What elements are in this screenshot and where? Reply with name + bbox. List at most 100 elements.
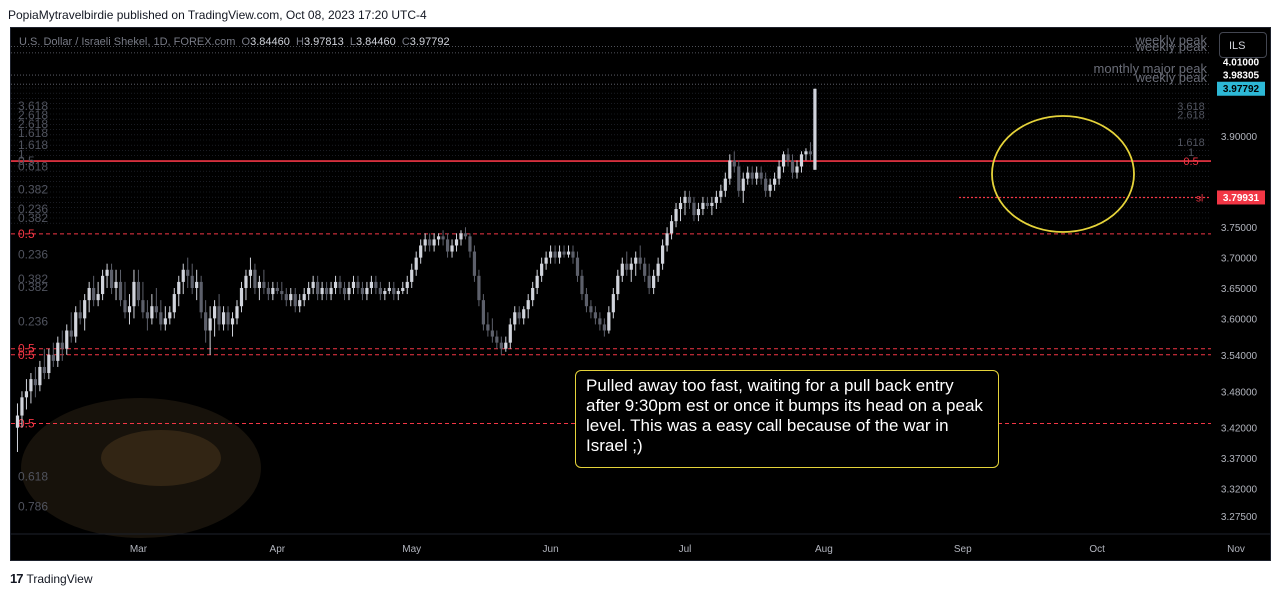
background-image-shape <box>101 430 221 486</box>
chart-panel[interactable]: weekly peak weekly peak monthly major peak… <box>10 27 1271 561</box>
candle-body <box>616 275 620 295</box>
candle-body <box>132 281 136 307</box>
candle-body <box>356 281 360 288</box>
candle-body <box>607 312 611 331</box>
candle-body <box>145 312 149 319</box>
price-tick-label: 3.32000 <box>1221 484 1258 495</box>
candle-body <box>154 306 158 313</box>
peak-level-label: weekly peak <box>1134 39 1207 54</box>
candle-body <box>634 257 638 264</box>
price-tick-label: 3.65000 <box>1221 284 1258 295</box>
time-tick-label: Sep <box>954 544 972 555</box>
time-tick-label: Jul <box>679 544 692 555</box>
candle-body <box>199 281 203 313</box>
fib-level-label: 0.618 <box>18 159 48 173</box>
high-value: 3.97813 <box>303 36 344 48</box>
candle-body <box>329 287 333 295</box>
candle-body <box>253 269 257 288</box>
candle-body <box>620 263 624 276</box>
candle-body <box>230 318 235 325</box>
candle-body <box>20 397 24 416</box>
candle-body <box>746 172 750 179</box>
candle-body <box>773 178 777 185</box>
candle-body <box>235 306 239 319</box>
currency-button[interactable]: ILS <box>1219 32 1267 58</box>
candle-body <box>737 166 741 191</box>
candle-body <box>333 281 338 288</box>
candle-body <box>495 336 499 343</box>
candle-body <box>477 275 481 301</box>
candle-body <box>208 318 212 331</box>
candle-body <box>69 330 73 337</box>
fib-level-label: 1.618 <box>18 126 48 140</box>
candle-body <box>271 287 275 295</box>
candle-body <box>450 245 454 252</box>
candle-body <box>374 281 378 288</box>
candle-body <box>24 391 29 398</box>
candle-body <box>87 287 91 301</box>
candle-body <box>410 269 414 282</box>
candle-body <box>239 287 244 307</box>
candle-body <box>643 263 647 276</box>
candle-body <box>141 300 145 313</box>
candle-body <box>428 239 432 246</box>
candle-body <box>540 263 544 276</box>
candle-body <box>190 275 194 288</box>
candle-body <box>665 233 669 246</box>
candle-body <box>105 269 109 276</box>
candle-body <box>150 306 154 319</box>
candle-body <box>213 306 217 319</box>
candle-body <box>96 294 100 301</box>
candle-body <box>459 233 463 240</box>
candle-body <box>168 312 172 319</box>
fib-level-label: 0.5 <box>18 348 35 362</box>
candle-body <box>687 196 692 203</box>
candle-body <box>181 269 185 282</box>
price-label-text: 3.98305 <box>1223 71 1260 82</box>
candle-body <box>656 263 660 276</box>
candle-body <box>275 287 279 292</box>
candle-body <box>755 172 759 179</box>
candle-body <box>661 245 665 264</box>
price-tick-label: 3.48000 <box>1221 387 1258 398</box>
candle-body <box>674 209 678 222</box>
candle-body <box>342 287 347 295</box>
candle-body <box>786 154 790 161</box>
candle-body <box>777 166 781 179</box>
candle-body <box>29 379 33 392</box>
candle-body <box>127 306 132 313</box>
candle-body <box>768 184 772 191</box>
candle-body <box>387 287 391 292</box>
fib-level-label: 2.618 <box>1177 109 1205 121</box>
candle-body <box>714 196 718 203</box>
candle-body <box>414 257 418 270</box>
price-label-box <box>1217 68 1265 83</box>
candle-body <box>351 281 356 288</box>
candle-body <box>598 318 602 325</box>
candle-body <box>298 300 302 307</box>
candle-body <box>42 366 46 374</box>
fib-level-label: 0.5 <box>18 342 35 356</box>
time-tick-label: Oct <box>1089 544 1105 555</box>
price-label-text: 3.79931 <box>1223 193 1260 204</box>
fib-level-label: 0.5 <box>18 416 35 430</box>
candle-body <box>405 281 409 288</box>
candle-body <box>262 281 266 288</box>
low-value: 3.84460 <box>355 36 396 48</box>
candle-body <box>781 154 786 167</box>
fib-level-label: 0.382 <box>18 280 48 294</box>
peak-level-label: weekly peak <box>1134 33 1207 48</box>
open-label: O <box>241 36 251 48</box>
candle-body <box>284 294 288 301</box>
candle-body <box>432 239 436 246</box>
time-tick-label: Mar <box>130 544 148 555</box>
candle-body <box>629 263 633 270</box>
candle-body <box>589 306 593 313</box>
candle-body <box>566 251 571 255</box>
candle-body <box>316 281 320 295</box>
price-label-box <box>1217 55 1265 70</box>
candle-body <box>719 190 723 197</box>
price-tick-label: 3.54000 <box>1221 351 1258 362</box>
